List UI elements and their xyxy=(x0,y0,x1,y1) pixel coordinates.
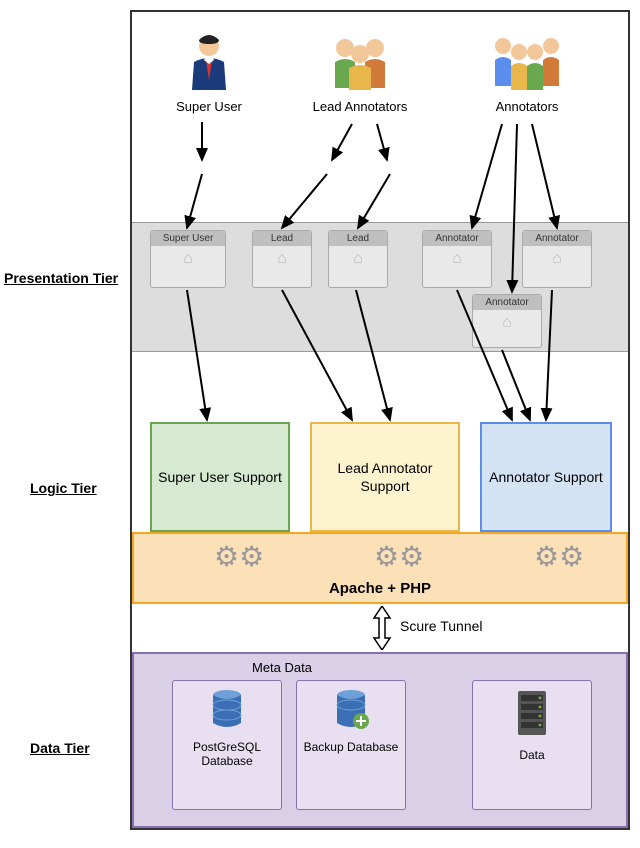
pres-box-superuser: Super User ⌂ xyxy=(150,230,226,288)
gear-icon: ⚙⚙ xyxy=(374,540,424,573)
role-lead-annotators: Lead Annotators xyxy=(290,32,430,114)
pres-box-annot-1: Annotator ⌂ xyxy=(422,230,492,288)
gear-icon: ⚙⚙ xyxy=(534,540,584,573)
server-data-label: Data xyxy=(473,748,591,762)
home-icon: ⌂ xyxy=(452,250,462,267)
logic-box-superuser: Super User Support xyxy=(150,422,290,532)
logic-box-annot: Annotator Support xyxy=(480,422,612,532)
meta-data-label: Meta Data xyxy=(252,660,312,675)
pres-box-lead-2: Lead ⌂ xyxy=(328,230,388,288)
person-suit-icon xyxy=(184,32,234,92)
logic-tier-label: Logic Tier xyxy=(30,480,97,496)
role-lead-annotators-label: Lead Annotators xyxy=(290,99,430,114)
pres-box-annot-3-label: Annotator xyxy=(473,295,541,310)
logic-box-lead-label: Lead Annotator Support xyxy=(316,459,454,495)
home-icon: ⌂ xyxy=(552,250,562,267)
logic-box-superuser-label: Super User Support xyxy=(158,468,282,486)
apache-php-label: Apache + PHP xyxy=(134,580,626,597)
people-group-icon xyxy=(325,32,395,92)
pres-box-annot-2: Annotator ⌂ xyxy=(522,230,592,288)
pres-box-annot-1-label: Annotator xyxy=(423,231,491,246)
home-icon: ⌂ xyxy=(353,250,363,267)
db-postgres-label: PostGreSQL Database xyxy=(173,740,281,768)
people-crowd-icon xyxy=(487,32,567,92)
pres-box-lead-1: Lead ⌂ xyxy=(252,230,312,288)
role-annotators-label: Annotators xyxy=(452,99,602,114)
pres-box-lead-1-label: Lead xyxy=(253,231,311,246)
presentation-tier-label: Presentation Tier xyxy=(4,270,118,286)
server-rack-icon xyxy=(514,689,550,737)
server-data: Data xyxy=(472,680,592,810)
pres-box-annot-2-label: Annotator xyxy=(523,231,591,246)
pres-box-lead-2-label: Lead xyxy=(329,231,387,246)
role-super-user-label: Super User xyxy=(164,99,254,114)
home-icon: ⌂ xyxy=(502,314,512,331)
tunnel-double-arrow-icon xyxy=(370,606,394,650)
logic-box-lead: Lead Annotator Support xyxy=(310,422,460,532)
data-tier-label: Data Tier xyxy=(30,740,90,756)
home-icon: ⌂ xyxy=(183,250,193,267)
gear-icon: ⚙⚙ xyxy=(214,540,264,573)
tunnel-label: Scure Tunnel xyxy=(400,618,483,634)
home-icon: ⌂ xyxy=(277,250,287,267)
database-plus-icon xyxy=(333,689,369,729)
database-icon xyxy=(209,689,245,729)
pres-box-superuser-label: Super User xyxy=(151,231,225,246)
pres-box-annot-3: Annotator ⌂ xyxy=(472,294,542,348)
role-super-user: Super User xyxy=(164,32,254,114)
logic-box-annot-label: Annotator Support xyxy=(489,468,603,486)
apache-php-band: ⚙⚙ ⚙⚙ ⚙⚙ Apache + PHP xyxy=(132,532,628,604)
db-backup-label: Backup Database xyxy=(297,740,405,754)
db-postgres: PostGreSQL Database xyxy=(172,680,282,810)
db-backup: Backup Database xyxy=(296,680,406,810)
diagram-frame: Super User Lead Annotators Annotators Su… xyxy=(130,10,630,830)
role-annotators: Annotators xyxy=(452,32,602,114)
